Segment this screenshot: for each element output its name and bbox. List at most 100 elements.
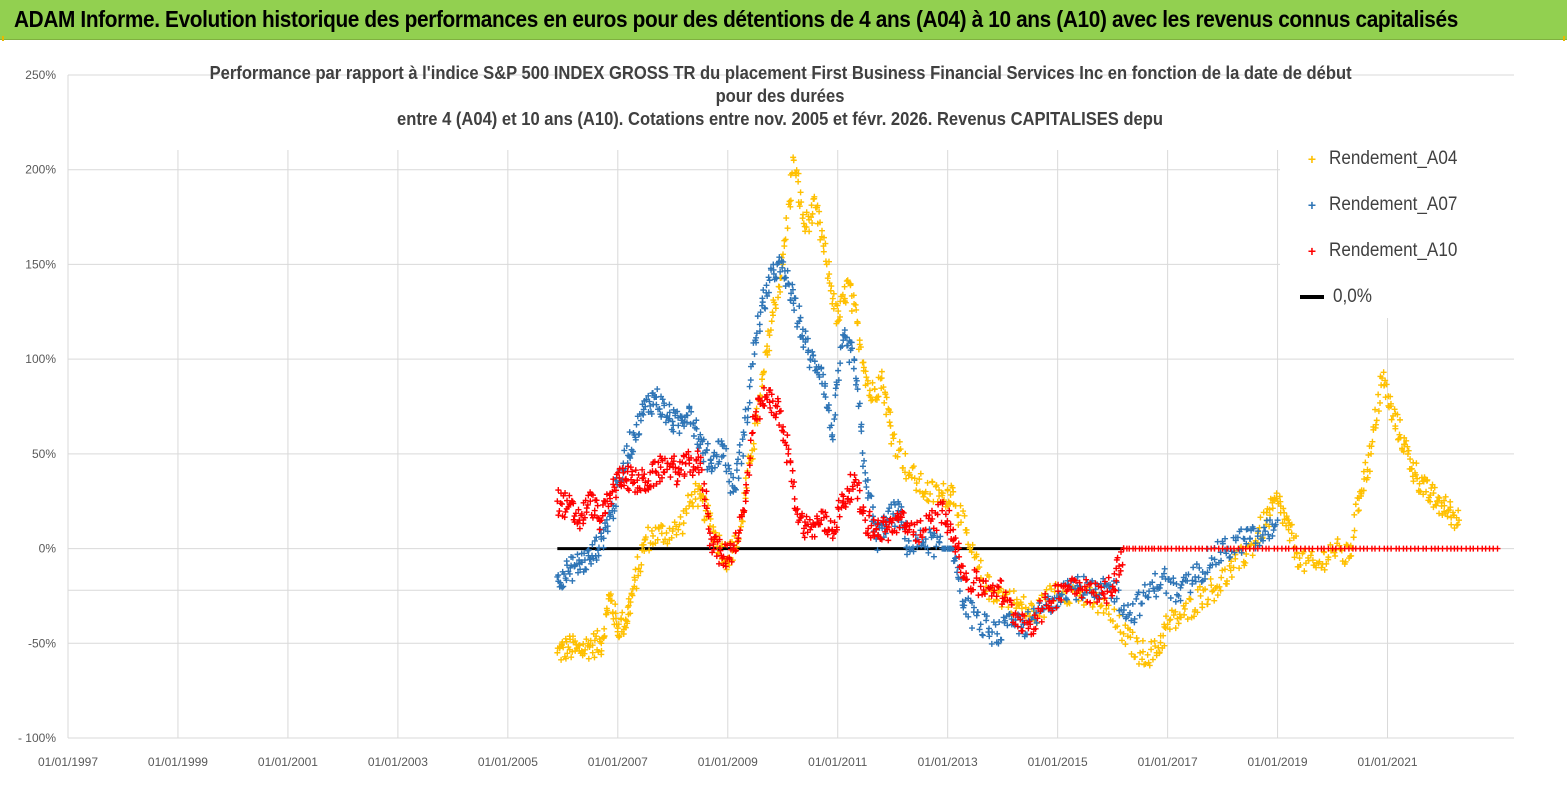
data-point <box>671 519 678 526</box>
data-point <box>800 344 807 351</box>
data-point <box>1170 612 1177 619</box>
data-point <box>977 621 984 628</box>
data-point <box>705 513 712 520</box>
plus-marker-icon: + <box>1307 196 1317 213</box>
data-point <box>732 485 739 492</box>
data-point <box>1173 580 1180 587</box>
data-point <box>983 613 990 620</box>
data-point <box>1039 605 1046 612</box>
data-point <box>1181 605 1188 612</box>
data-point <box>885 524 892 531</box>
data-point <box>1427 498 1434 505</box>
data-point <box>868 522 875 529</box>
data-point <box>649 389 656 396</box>
data-point <box>670 428 677 435</box>
data-point <box>629 592 636 599</box>
data-point <box>1309 557 1316 564</box>
data-point <box>607 495 614 502</box>
data-point <box>910 463 917 470</box>
data-point <box>784 267 791 274</box>
data-point <box>1447 504 1454 511</box>
data-point <box>803 209 810 216</box>
data-point <box>651 458 658 465</box>
data-point <box>661 455 668 462</box>
data-point <box>789 281 796 288</box>
x-tick-label: 01/01/2007 <box>588 755 648 769</box>
data-point <box>1129 600 1136 607</box>
data-point <box>1111 598 1118 605</box>
data-point <box>765 328 772 335</box>
data-point <box>878 375 885 382</box>
data-point <box>863 484 870 491</box>
data-point <box>751 351 758 358</box>
data-point <box>1404 451 1411 458</box>
series-rendement-a04 <box>554 154 1463 669</box>
data-point <box>832 392 839 399</box>
data-point <box>1451 525 1458 532</box>
data-point <box>841 283 848 290</box>
data-point <box>939 490 946 497</box>
data-point <box>786 198 793 205</box>
data-point <box>890 435 897 442</box>
data-point <box>1301 568 1308 575</box>
data-point <box>1090 600 1097 607</box>
data-point <box>833 381 840 388</box>
data-point <box>811 358 818 365</box>
data-point <box>904 551 911 558</box>
data-point <box>861 457 868 464</box>
data-point <box>636 430 643 437</box>
data-point <box>1148 646 1155 653</box>
data-point <box>944 529 951 536</box>
data-point <box>866 387 873 394</box>
data-point <box>1137 649 1144 656</box>
data-point <box>698 466 705 473</box>
data-point <box>829 535 836 542</box>
data-point <box>1184 616 1191 623</box>
data-point <box>673 481 680 488</box>
series-layer <box>554 154 1501 669</box>
data-point <box>1388 545 1395 552</box>
data-point <box>827 517 834 524</box>
data-point <box>723 566 730 573</box>
data-point <box>846 359 853 366</box>
data-point <box>761 402 768 409</box>
data-point <box>791 495 798 502</box>
data-point <box>633 421 640 428</box>
data-point <box>1177 614 1184 621</box>
chart-legend: + Rendement_A04 + Rendement_A07 + Rendem… <box>1280 142 1520 318</box>
y-tick-label: - 100% <box>18 731 56 745</box>
data-point <box>621 482 628 489</box>
data-point <box>1260 537 1267 544</box>
data-point <box>683 419 690 426</box>
data-point <box>862 517 869 524</box>
data-point <box>1448 521 1455 528</box>
legend-item-a10: + Rendement_A10 <box>1300 240 1472 266</box>
data-point <box>833 524 840 531</box>
data-point <box>640 411 647 418</box>
data-point <box>1101 595 1108 602</box>
data-point <box>1157 581 1164 588</box>
data-point <box>666 409 673 416</box>
data-point <box>735 535 742 542</box>
data-point <box>581 514 588 521</box>
data-point <box>710 523 717 530</box>
data-point <box>926 512 933 519</box>
data-point <box>954 544 961 551</box>
data-point <box>1238 526 1245 533</box>
data-point <box>737 523 744 530</box>
data-point <box>961 512 968 519</box>
y-tick-label: 250% <box>25 68 56 82</box>
data-point <box>947 521 954 528</box>
data-point <box>578 510 585 517</box>
data-point <box>1019 627 1026 634</box>
data-point <box>815 520 822 527</box>
data-point <box>781 237 788 244</box>
data-point <box>746 383 753 390</box>
data-point <box>630 448 637 455</box>
data-point <box>1133 595 1140 602</box>
data-point <box>674 478 681 485</box>
data-point <box>851 472 858 479</box>
data-point <box>1148 638 1155 645</box>
data-point <box>1348 552 1355 559</box>
data-point <box>756 415 763 422</box>
